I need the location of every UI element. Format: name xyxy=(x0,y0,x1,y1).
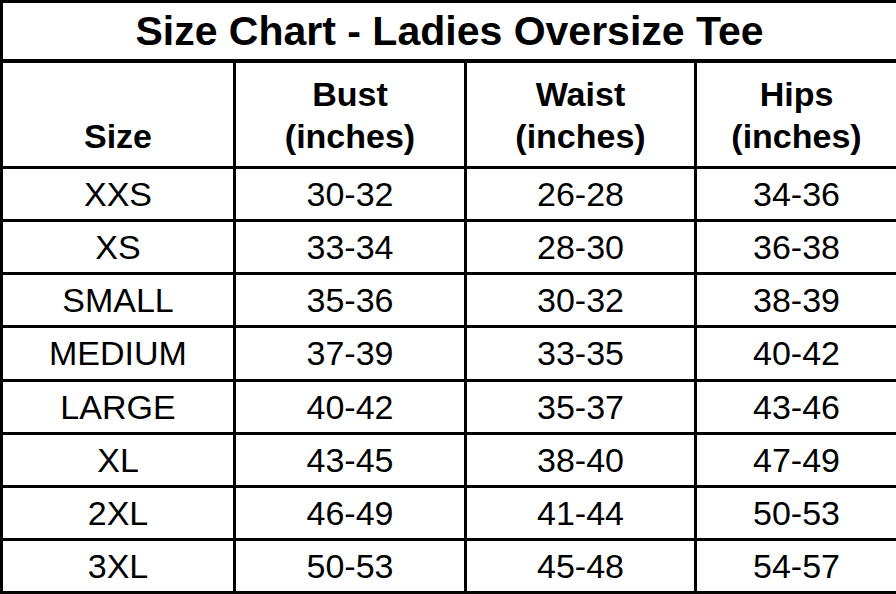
cell-bust: 33-34 xyxy=(235,221,466,274)
cell-bust: 35-36 xyxy=(235,274,466,327)
cell-waist: 45-48 xyxy=(466,539,696,592)
column-header-label: Size xyxy=(3,116,233,157)
cell-size: LARGE xyxy=(2,380,235,433)
column-header-label: Bust xyxy=(236,74,464,115)
cell-size: XS xyxy=(2,221,235,274)
cell-waist: 28-30 xyxy=(466,221,696,274)
cell-waist: 26-28 xyxy=(466,168,696,221)
cell-hips: 40-42 xyxy=(696,327,896,380)
cell-bust: 43-45 xyxy=(235,433,466,486)
column-header-unit: (inches) xyxy=(467,116,694,157)
cell-waist: 38-40 xyxy=(466,433,696,486)
column-header-label: Hips xyxy=(697,74,896,115)
column-header-waist: Waist (inches) xyxy=(466,61,696,168)
cell-hips: 36-38 xyxy=(696,221,896,274)
cell-hips: 34-36 xyxy=(696,168,896,221)
column-header-hips: Hips (inches) xyxy=(696,61,896,168)
cell-hips: 54-57 xyxy=(696,539,896,592)
cell-hips: 47-49 xyxy=(696,433,896,486)
column-header-unit: (inches) xyxy=(697,116,896,157)
cell-waist: 35-37 xyxy=(466,380,696,433)
cell-bust: 40-42 xyxy=(235,380,466,433)
cell-size: XL xyxy=(2,433,235,486)
cell-size: SMALL xyxy=(2,274,235,327)
cell-hips: 50-53 xyxy=(696,486,896,539)
column-header-size: Size xyxy=(2,61,235,168)
cell-hips: 43-46 xyxy=(696,380,896,433)
cell-bust: 30-32 xyxy=(235,168,466,221)
table-row-medium: MEDIUM 37-39 33-35 40-42 xyxy=(2,327,896,380)
column-header-label: Waist xyxy=(467,74,694,115)
cell-waist: 41-44 xyxy=(466,486,696,539)
cell-size: XXS xyxy=(2,168,235,221)
cell-waist: 33-35 xyxy=(466,327,696,380)
page-title: Size Chart - Ladies Oversize Tee xyxy=(2,2,896,62)
cell-size: 2XL xyxy=(2,486,235,539)
size-chart-table: Size Chart - Ladies Oversize Tee Size Bu… xyxy=(0,0,896,594)
cell-bust: 46-49 xyxy=(235,486,466,539)
table-row-large: LARGE 40-42 35-37 43-46 xyxy=(2,380,896,433)
column-header-row: Size Bust (inches) Waist (inches) Hips (… xyxy=(2,61,896,168)
table-row-xxs: XXS 30-32 26-28 34-36 xyxy=(2,168,896,221)
table-row-xl: XL 43-45 38-40 47-49 xyxy=(2,433,896,486)
cell-waist: 30-32 xyxy=(466,274,696,327)
cell-hips: 38-39 xyxy=(696,274,896,327)
cell-size: MEDIUM xyxy=(2,327,235,380)
table-row-small: SMALL 35-36 30-32 38-39 xyxy=(2,274,896,327)
column-header-unit: (inches) xyxy=(236,116,464,157)
table-row-xs: XS 33-34 28-30 36-38 xyxy=(2,221,896,274)
column-header-bust: Bust (inches) xyxy=(235,61,466,168)
title-row: Size Chart - Ladies Oversize Tee xyxy=(2,2,896,62)
cell-size: 3XL xyxy=(2,539,235,592)
table-row-2xl: 2XL 46-49 41-44 50-53 xyxy=(2,486,896,539)
table-row-3xl: 3XL 50-53 45-48 54-57 xyxy=(2,539,896,592)
cell-bust: 37-39 xyxy=(235,327,466,380)
cell-bust: 50-53 xyxy=(235,539,466,592)
